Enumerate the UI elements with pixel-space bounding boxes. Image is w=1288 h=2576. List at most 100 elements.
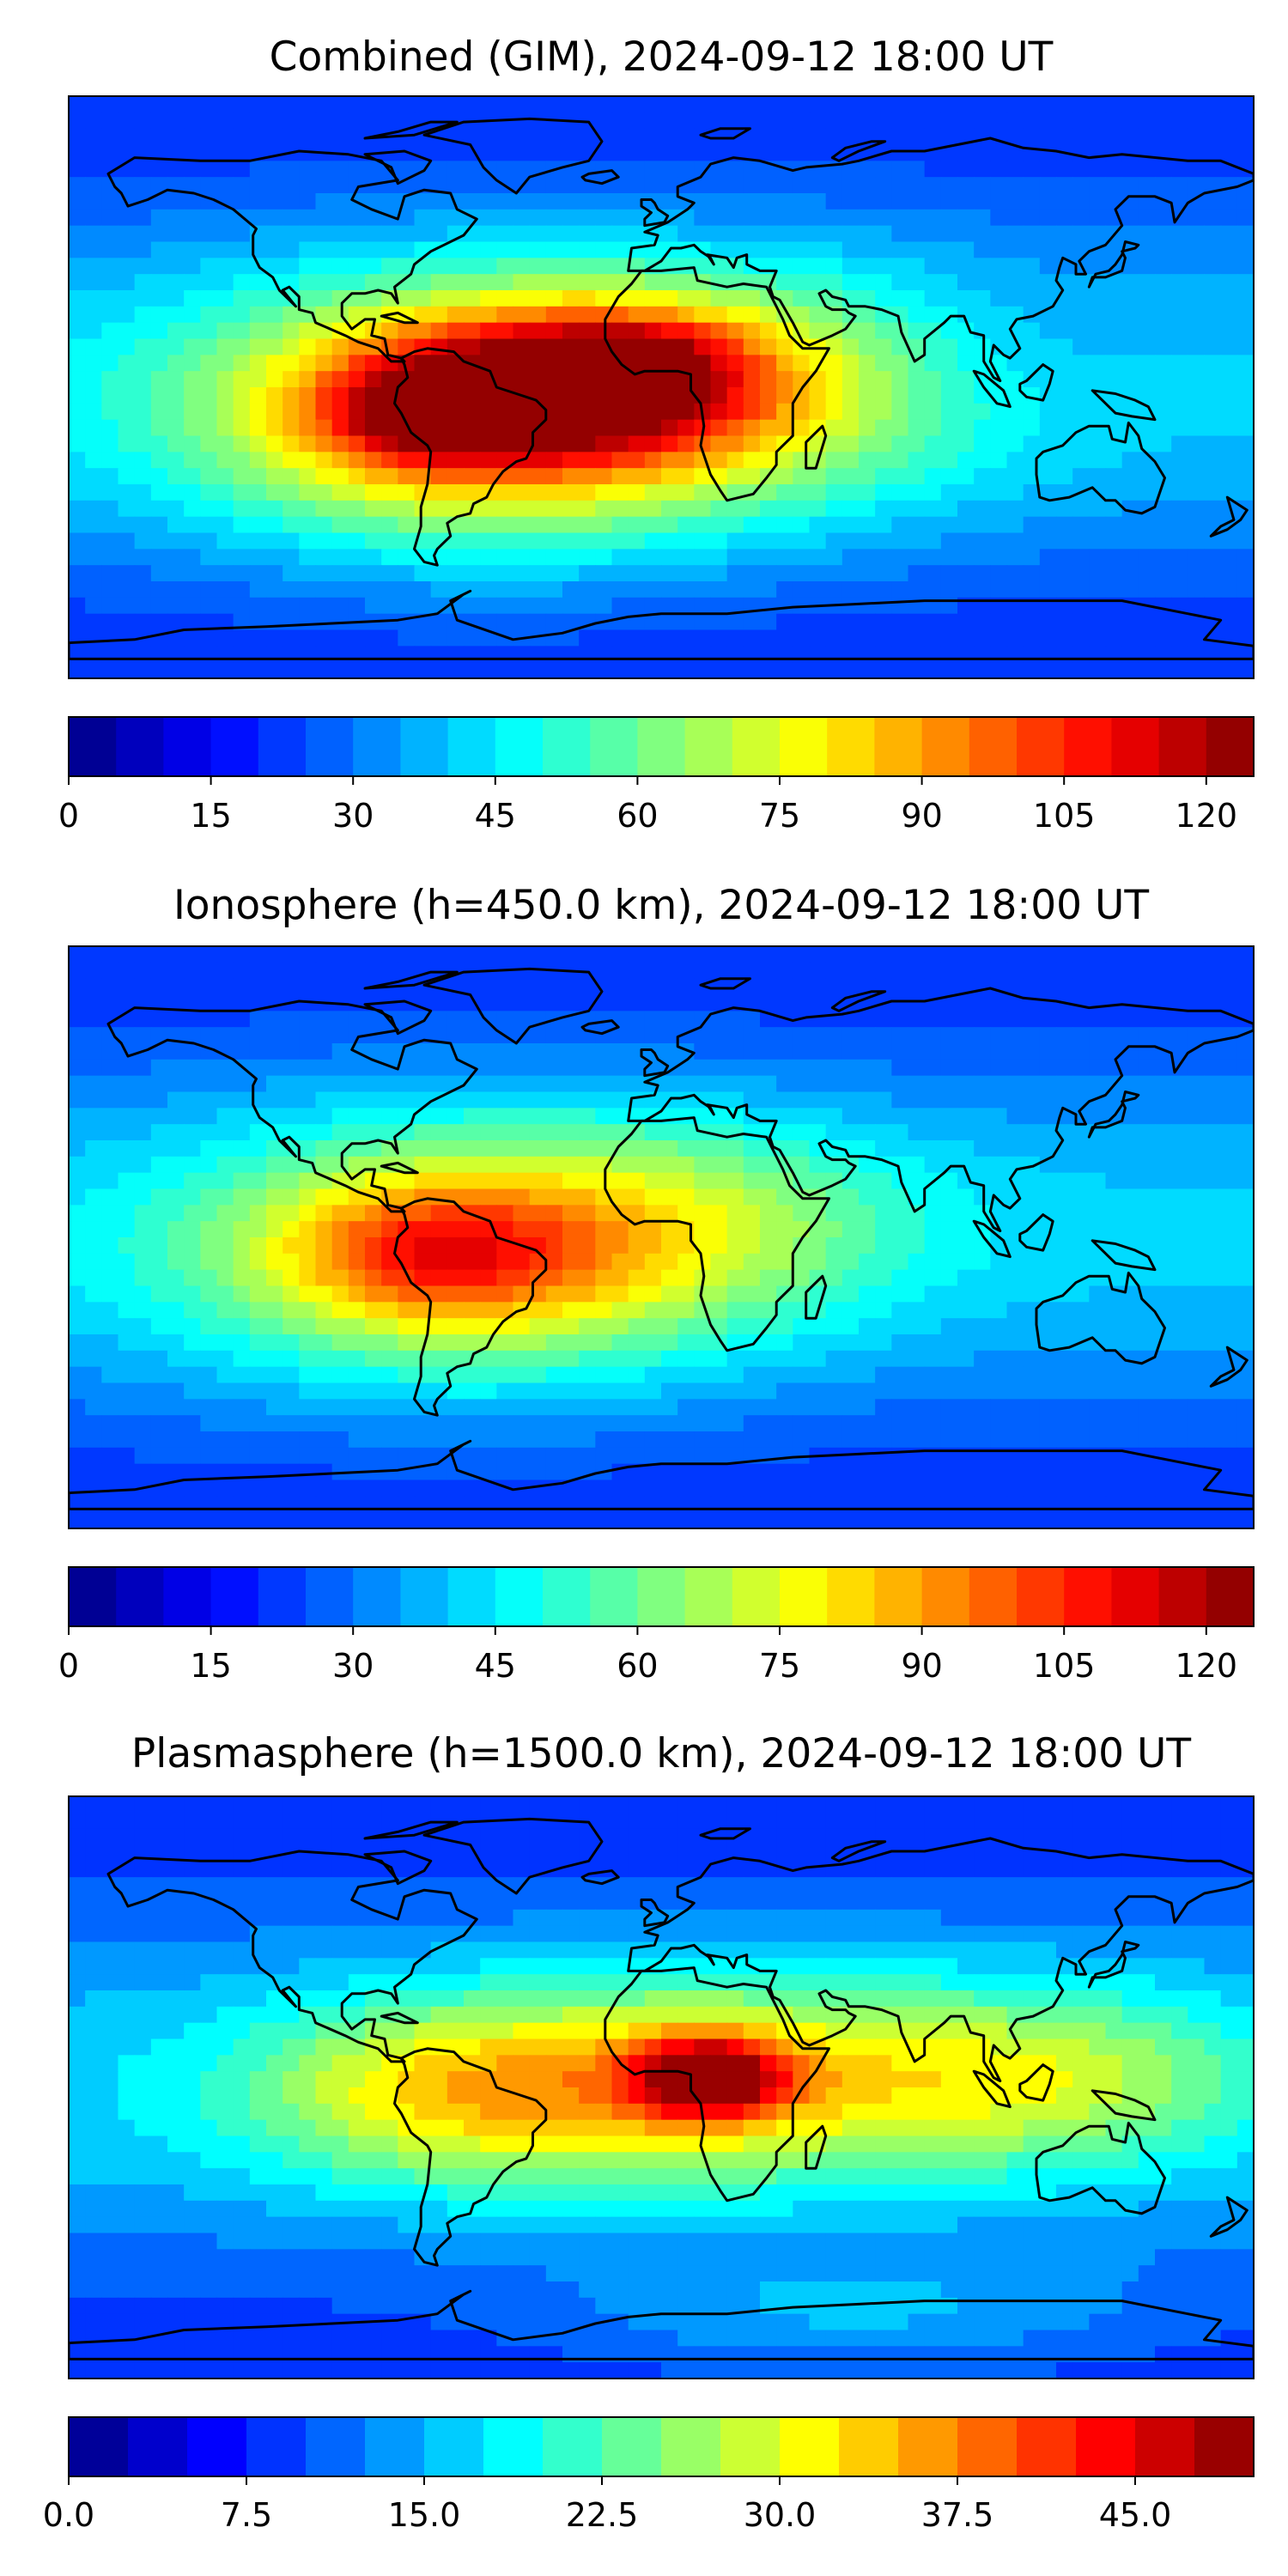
colorbar-tick-label: 75 bbox=[759, 797, 800, 835]
coastline-sumatra bbox=[972, 1219, 1012, 1259]
colorbar-segment bbox=[1206, 717, 1255, 776]
colorbar-tick-label: 120 bbox=[1176, 797, 1238, 835]
coastline-north-america bbox=[106, 1850, 478, 2063]
colorbar-segment bbox=[365, 2417, 425, 2476]
coastline-antarctica bbox=[69, 2289, 1254, 2360]
coastline-iceland bbox=[580, 169, 620, 185]
colorbar-segment bbox=[447, 717, 496, 776]
coastline-greenland bbox=[422, 117, 604, 195]
coastline-iceland bbox=[580, 1869, 620, 1886]
colorbar-segment bbox=[163, 1567, 212, 1626]
colorbar-tick-label: 15.0 bbox=[388, 2496, 461, 2534]
colorbar-tick-label: 105 bbox=[1033, 797, 1096, 835]
colorbar-segment bbox=[1135, 2417, 1195, 2476]
panel3-colorbar: 0.0 7.5 15.0 22.5 30.0 37.5 45.0 bbox=[43, 2416, 1255, 2534]
coastline-svalbard bbox=[699, 1827, 751, 1840]
colorbar-tick-label: 0.0 bbox=[43, 2496, 94, 2534]
colorbar-segment bbox=[1064, 1567, 1112, 1626]
colorbar-segment bbox=[495, 717, 544, 776]
coastline-cuba bbox=[380, 1161, 419, 1175]
colorbar-segment bbox=[969, 717, 1018, 776]
panel3-map-frame bbox=[68, 1795, 1255, 2379]
coastline-new-guinea bbox=[1091, 389, 1157, 422]
colorbar-segment bbox=[590, 1567, 638, 1626]
coastline-baffin bbox=[363, 1850, 433, 1886]
colorbar-segment bbox=[732, 1567, 781, 1626]
colorbar-segment bbox=[684, 717, 733, 776]
coastline-eurasia bbox=[627, 137, 1254, 382]
coastline-new-guinea bbox=[1091, 2089, 1157, 2122]
panel3-title: Plasmasphere (h=1500.0 km), 2024-09-12 1… bbox=[131, 1730, 1191, 1777]
coastline-madagascar bbox=[805, 2124, 828, 2170]
colorbar-tick-label: 45 bbox=[475, 1647, 516, 1685]
colorbar-tick-label: 30.0 bbox=[744, 2496, 817, 2534]
colorbar-segment bbox=[827, 717, 875, 776]
colorbar-segment bbox=[258, 1567, 307, 1626]
colorbar-segment bbox=[543, 717, 591, 776]
coastline-sumatra bbox=[972, 369, 1012, 409]
panel2-field bbox=[69, 946, 1254, 1528]
colorbar-segment bbox=[780, 717, 828, 776]
colorbar-segment bbox=[163, 717, 212, 776]
panel1-title: Combined (GIM), 2024-09-12 18:00 UT bbox=[270, 33, 1054, 81]
coastline-eurasia bbox=[627, 1837, 1254, 2082]
panel1-coastlines bbox=[69, 117, 1254, 660]
colorbar-segment bbox=[827, 1567, 875, 1626]
colorbar-segment bbox=[1194, 2417, 1255, 2476]
coastline-japan bbox=[1087, 1941, 1140, 1989]
coastline-uk bbox=[640, 1048, 670, 1078]
panel3-coastlines bbox=[69, 1817, 1254, 2360]
coastline-australia bbox=[1035, 1271, 1166, 1365]
colorbar-segment bbox=[1017, 2417, 1077, 2476]
colorbar-segment bbox=[210, 1567, 259, 1626]
colorbar-segment bbox=[258, 717, 307, 776]
colorbar-segment bbox=[874, 1567, 923, 1626]
colorbar-tick-label: 30 bbox=[332, 797, 374, 835]
colorbar-segment bbox=[720, 2417, 781, 2476]
coastline-novaya-zemlya bbox=[830, 1840, 887, 1862]
colorbar-segment bbox=[306, 717, 354, 776]
panel2-colorbar: 0 15 30 45 60 75 90 105 120 bbox=[58, 1566, 1255, 1685]
coastline-novaya-zemlya bbox=[830, 140, 887, 162]
panel1: Combined (GIM), 2024-09-12 18:00 UT 0 15 30… bbox=[58, 33, 1255, 835]
colorbar-segment bbox=[957, 2417, 1018, 2476]
colorbar-segment bbox=[246, 2417, 307, 2476]
coastline-new-zealand bbox=[1209, 2196, 1249, 2238]
colorbar-segment bbox=[447, 1567, 496, 1626]
colorbar-tick-label: 60 bbox=[617, 1647, 658, 1685]
colorbar-segment bbox=[732, 717, 781, 776]
colorbar-segment bbox=[543, 2417, 603, 2476]
coastline-svalbard bbox=[699, 127, 751, 140]
coastline-africa bbox=[604, 1116, 830, 1352]
colorbar-segment bbox=[921, 717, 970, 776]
colorbar-tick-label: 120 bbox=[1176, 1647, 1238, 1685]
colorbar-tick-label: 45 bbox=[475, 797, 516, 835]
colorbar-segment bbox=[921, 1567, 970, 1626]
colorbar-segment bbox=[684, 1567, 733, 1626]
colorbar-tick-label: 37.5 bbox=[921, 2496, 994, 2534]
coastline-borneo bbox=[1018, 1213, 1054, 1252]
colorbar-segment bbox=[1064, 717, 1112, 776]
coastline-south-america bbox=[393, 347, 548, 567]
coastline-australia bbox=[1035, 421, 1166, 515]
colorbar-segment bbox=[69, 2417, 129, 2476]
colorbar-segment bbox=[116, 1567, 164, 1626]
colorbar-tick-label: 60 bbox=[617, 797, 658, 835]
coastline-new-guinea bbox=[1091, 1239, 1157, 1272]
colorbar-segment bbox=[1017, 717, 1065, 776]
panel2-map-frame bbox=[68, 945, 1255, 1529]
colorbar-segment bbox=[400, 1567, 449, 1626]
coastline-eurasia bbox=[627, 987, 1254, 1232]
coastline-africa bbox=[604, 266, 830, 502]
colorbar-segment bbox=[780, 1567, 828, 1626]
coastline-sumatra bbox=[972, 2069, 1012, 2109]
colorbar-segment bbox=[1017, 1567, 1065, 1626]
colorbar-segment bbox=[210, 717, 259, 776]
colorbar-segment bbox=[661, 2417, 721, 2476]
coastline-australia bbox=[1035, 2121, 1166, 2215]
panel3-field bbox=[69, 1796, 1254, 2379]
panel1-map-frame bbox=[68, 95, 1255, 679]
colorbar-segment bbox=[839, 2417, 899, 2476]
colorbar-segment bbox=[306, 2417, 366, 2476]
